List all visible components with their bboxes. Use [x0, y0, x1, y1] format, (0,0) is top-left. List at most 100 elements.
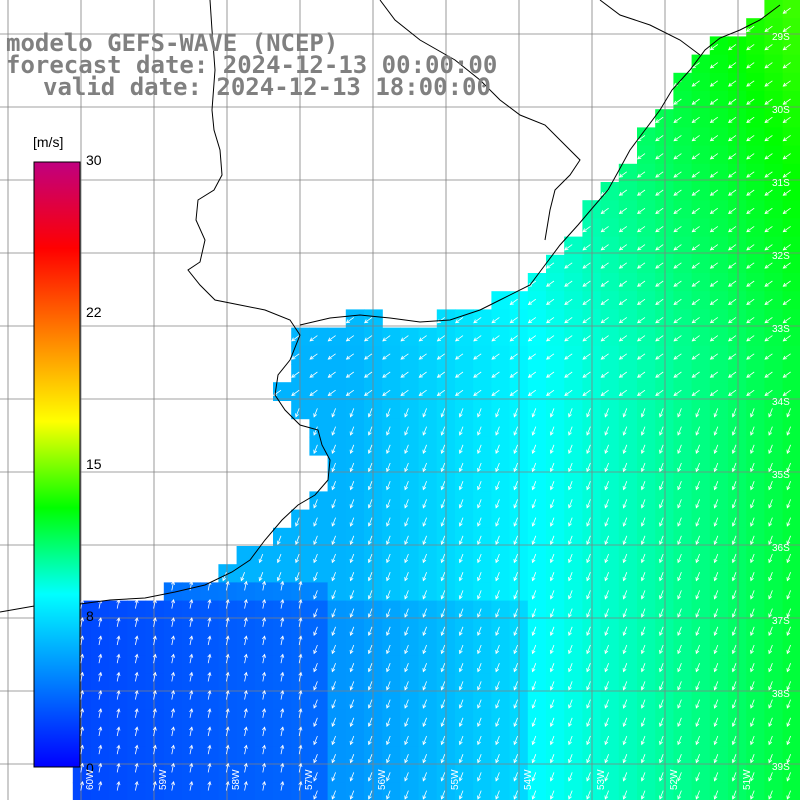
- speed-cell: [200, 582, 219, 602]
- wind-arrow: [714, 790, 719, 800]
- speed-cell: [455, 618, 474, 638]
- wind-arrow-head: [600, 373, 605, 378]
- wind-arrow-head: [243, 780, 248, 786]
- speed-cell: [418, 436, 438, 456]
- speed-cell: [546, 455, 565, 474]
- wind-arrow: [171, 672, 174, 682]
- speed-cell: [637, 291, 656, 310]
- wind-arrow: [455, 353, 464, 360]
- speed-cell: [309, 600, 329, 620]
- wind-arrow-head: [713, 704, 718, 709]
- wind-arrow: [655, 153, 664, 160]
- speed-cell: [709, 618, 729, 638]
- wind-arrow-head: [549, 449, 554, 454]
- wind-arrow-head: [116, 708, 121, 713]
- wind-arrow: [641, 626, 646, 636]
- wind-arrow: [655, 298, 664, 305]
- wind-arrow-head: [655, 191, 660, 196]
- wind-arrow-head: [731, 522, 736, 527]
- wind-arrow: [441, 481, 446, 490]
- wind-arrow: [604, 572, 609, 581]
- speed-cell: [618, 728, 638, 747]
- speed-cell: [327, 746, 347, 765]
- wind-arrow: [550, 772, 555, 781]
- wind-arrow-head: [713, 649, 718, 655]
- wind-arrow-head: [640, 486, 645, 491]
- wind-arrow: [601, 371, 609, 378]
- wind-arrow-head: [768, 777, 773, 782]
- speed-cell: [491, 564, 511, 583]
- wind-arrow-head: [367, 595, 372, 600]
- wind-arrow: [422, 663, 427, 672]
- speed-cell: [163, 655, 183, 674]
- wind-arrow: [262, 654, 265, 664]
- wind-arrow: [135, 672, 138, 682]
- speed-cell: [746, 273, 765, 292]
- wind-arrow-head: [659, 686, 663, 691]
- speed-cell: [236, 746, 256, 765]
- speed-cell: [491, 618, 511, 638]
- wind-arrow: [477, 735, 482, 745]
- wind-arrow: [171, 781, 174, 791]
- wind-arrow: [244, 654, 247, 664]
- wind-arrow-head: [331, 522, 336, 527]
- wind-arrow: [768, 590, 773, 599]
- speed-cell: [455, 691, 474, 711]
- wind-arrow-head: [713, 686, 718, 691]
- wind-arrow-head: [189, 744, 194, 749]
- wind-arrow: [764, 189, 773, 196]
- wind-arrow: [695, 626, 700, 636]
- wind-arrow-head: [764, 373, 769, 378]
- wind-arrow: [568, 426, 573, 436]
- speed-cell: [782, 637, 800, 656]
- speed-cell: [673, 273, 693, 292]
- wind-arrow-head: [640, 668, 645, 673]
- wind-arrow-head: [243, 635, 248, 640]
- speed-cell: [91, 728, 110, 747]
- wind-arrow: [441, 572, 446, 581]
- wind-arrow: [382, 353, 391, 360]
- wind-arrow-head: [677, 649, 682, 655]
- wind-arrow: [364, 371, 373, 378]
- wind-arrow-head: [473, 373, 478, 378]
- speed-cell: [637, 491, 656, 511]
- wind-arrow: [291, 335, 300, 342]
- wind-arrow: [331, 790, 336, 800]
- speed-cell: [273, 582, 292, 602]
- speed-cell: [746, 673, 765, 693]
- wind-arrow: [422, 772, 427, 781]
- speed-cell: [546, 473, 565, 492]
- wind-arrow: [677, 481, 682, 490]
- speed-cell: [728, 36, 747, 56]
- wind-arrow-head: [386, 504, 390, 509]
- wind-arrow-head: [622, 722, 627, 727]
- speed-cell: [163, 618, 183, 638]
- wind-arrow: [171, 636, 174, 646]
- wind-arrow-head: [586, 467, 591, 473]
- speed-cell: [637, 382, 656, 401]
- wind-arrow: [714, 644, 719, 654]
- wind-arrow-head: [582, 264, 587, 269]
- wind-arrow: [677, 426, 682, 436]
- speed-cell: [546, 254, 565, 274]
- wind-arrow: [491, 371, 500, 378]
- wind-arrow: [768, 553, 773, 563]
- wind-arrow-head: [404, 595, 409, 600]
- wind-arrow: [459, 681, 464, 690]
- wind-arrow: [513, 444, 518, 454]
- wind-arrow-head: [746, 119, 751, 124]
- wind-arrow: [764, 44, 773, 51]
- wind-arrow-head: [189, 598, 194, 604]
- wind-arrow-head: [313, 740, 318, 746]
- wind-arrow: [746, 171, 755, 178]
- wind-arrow: [532, 499, 537, 508]
- wind-arrow-head: [713, 467, 718, 473]
- speed-cell: [400, 400, 420, 420]
- wind-arrow: [280, 654, 284, 664]
- speed-cell: [691, 618, 711, 638]
- wind-arrow: [313, 499, 318, 508]
- wind-arrow: [404, 608, 409, 618]
- wind-arrow: [623, 644, 628, 654]
- wind-arrow: [714, 608, 719, 618]
- speed-cell: [600, 746, 620, 765]
